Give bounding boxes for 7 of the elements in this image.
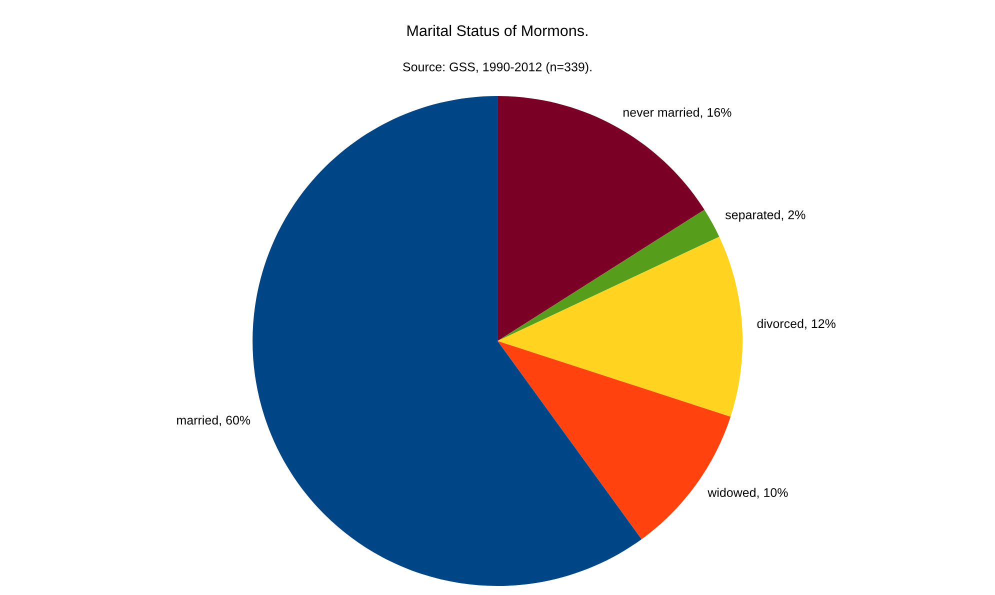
chart-title: Marital Status of Mormons. — [407, 24, 588, 36]
slice-label: widowed, 10% — [708, 488, 788, 498]
chart-subtitle: Source: GSS, 1990-2012 (n=339). — [403, 62, 592, 74]
slice-label: divorced, 12% — [757, 318, 836, 330]
slice-label: separated, 2% — [725, 210, 806, 222]
slice-label: never married, 16% — [623, 108, 732, 118]
slice-label: married, 60% — [177, 415, 250, 426]
